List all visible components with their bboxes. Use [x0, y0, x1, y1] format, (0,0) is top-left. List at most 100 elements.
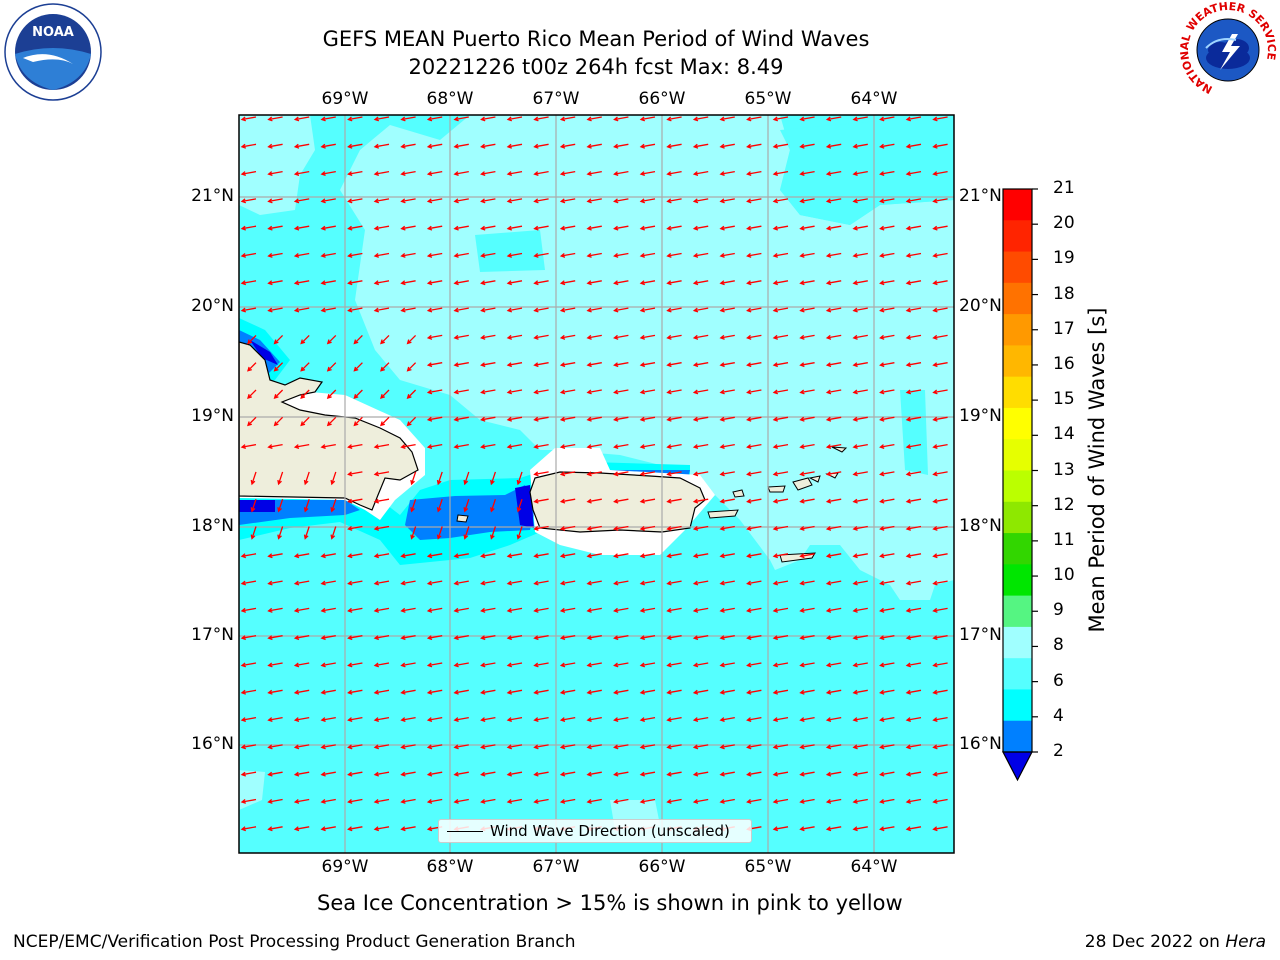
direction-arrow	[852, 716, 868, 723]
direction-arrow	[410, 498, 417, 513]
direction-arrow	[347, 798, 363, 804]
direction-arrow	[267, 143, 283, 149]
direction-arrow	[692, 607, 709, 613]
direction-arrow	[373, 143, 390, 149]
direction-arrow	[426, 744, 443, 750]
direction-arrow	[613, 689, 629, 695]
direction-arrow	[852, 416, 868, 422]
direction-arrow	[932, 170, 948, 177]
direction-arrow	[905, 225, 922, 231]
direction-arrow	[347, 471, 363, 477]
direction-arrow	[746, 170, 762, 177]
direction-arrow	[905, 389, 922, 395]
direction-arrow	[879, 252, 895, 258]
direction-arrow	[586, 635, 602, 641]
colorbar-segment	[1003, 564, 1032, 597]
direction-arrow	[666, 334, 682, 340]
direction-arrow	[639, 662, 656, 668]
direction-arrow	[879, 553, 895, 559]
direction-arrow	[240, 280, 257, 286]
direction-arrow	[373, 580, 390, 586]
direction-arrow	[267, 280, 283, 286]
direction-arrow	[639, 798, 656, 804]
direction-arrow	[480, 225, 496, 231]
direction-arrow	[692, 635, 709, 641]
direction-arrow	[852, 662, 868, 668]
direction-arrow	[293, 771, 310, 777]
direction-arrow	[692, 744, 709, 750]
direction-arrow	[353, 334, 363, 345]
direction-arrow	[506, 280, 523, 286]
direction-arrow	[613, 771, 629, 777]
direction-arrow	[533, 716, 549, 723]
footer-date: 28 Dec 2022 on Hera	[1085, 932, 1266, 952]
direction-arrow	[799, 116, 815, 122]
colorbar-segment	[1003, 626, 1032, 659]
direction-arrow	[293, 252, 310, 258]
longitude-label-top: 64°W	[850, 89, 898, 109]
direction-arrow	[293, 225, 310, 231]
direction-arrow	[559, 689, 576, 695]
direction-arrow	[559, 170, 576, 177]
direction-arrow	[772, 826, 789, 832]
direction-arrow	[932, 280, 948, 286]
direction-arrow	[293, 662, 310, 668]
colorbar-segment	[1003, 533, 1032, 565]
direction-arrow	[772, 553, 789, 559]
direction-arrow	[453, 389, 469, 395]
direction-arrow	[586, 553, 602, 559]
direction-arrow	[586, 798, 602, 804]
direction-arrow	[799, 635, 815, 641]
direction-arrow	[453, 170, 469, 177]
direction-arrow	[373, 607, 390, 613]
direction-arrow	[247, 416, 257, 427]
colorbar-tick-label: 2	[1053, 741, 1064, 761]
direction-arrow	[772, 362, 789, 368]
direction-arrow	[613, 498, 629, 504]
direction-arrow	[825, 334, 842, 340]
direction-arrow	[300, 389, 310, 399]
direction-arrow	[666, 553, 682, 559]
direction-arrow	[463, 471, 470, 486]
direction-arrow	[559, 198, 576, 204]
latitude-label-right: 17°N	[959, 625, 1002, 645]
direction-arrow	[320, 744, 336, 750]
colorbar-tick-label: 18	[1053, 283, 1075, 304]
direction-arrow	[613, 334, 629, 340]
direction-arrow	[772, 744, 789, 750]
colorbar-segment	[1003, 720, 1032, 753]
direction-arrow	[613, 116, 629, 122]
direction-arrow	[719, 334, 735, 340]
direction-arrow	[453, 635, 469, 641]
direction-arrow	[320, 170, 336, 177]
direction-arrow	[320, 252, 336, 258]
direction-arrow	[772, 280, 789, 286]
direction-arrow	[692, 307, 709, 313]
direction-arrow	[320, 280, 336, 286]
direction-arrow	[879, 280, 895, 286]
direction-arrow	[852, 553, 868, 559]
direction-arrow	[426, 252, 443, 258]
direction-arrow	[719, 771, 735, 777]
direction-arrow	[320, 662, 336, 668]
noaa-logo-icon: NOAA	[4, 3, 102, 101]
direction-arrow	[267, 116, 283, 122]
direction-arrow	[613, 416, 629, 422]
direction-arrow	[613, 280, 629, 286]
direction-arrow	[613, 389, 629, 395]
direction-arrow	[639, 307, 656, 313]
direction-arrow	[825, 471, 842, 477]
direction-arrow	[586, 771, 602, 777]
direction-arrow	[825, 443, 842, 450]
direction-arrow	[400, 252, 416, 258]
noaa-logo-text: NOAA	[32, 25, 74, 40]
colorbar-segment	[1003, 282, 1032, 315]
direction-arrow	[559, 744, 576, 750]
direction-arrow	[506, 252, 523, 258]
direction-arrow	[666, 471, 682, 477]
direction-arrow	[326, 416, 337, 427]
direction-arrow	[426, 307, 443, 313]
direction-arrow	[772, 635, 789, 641]
direction-arrow	[320, 607, 336, 613]
direction-arrow	[293, 716, 310, 723]
